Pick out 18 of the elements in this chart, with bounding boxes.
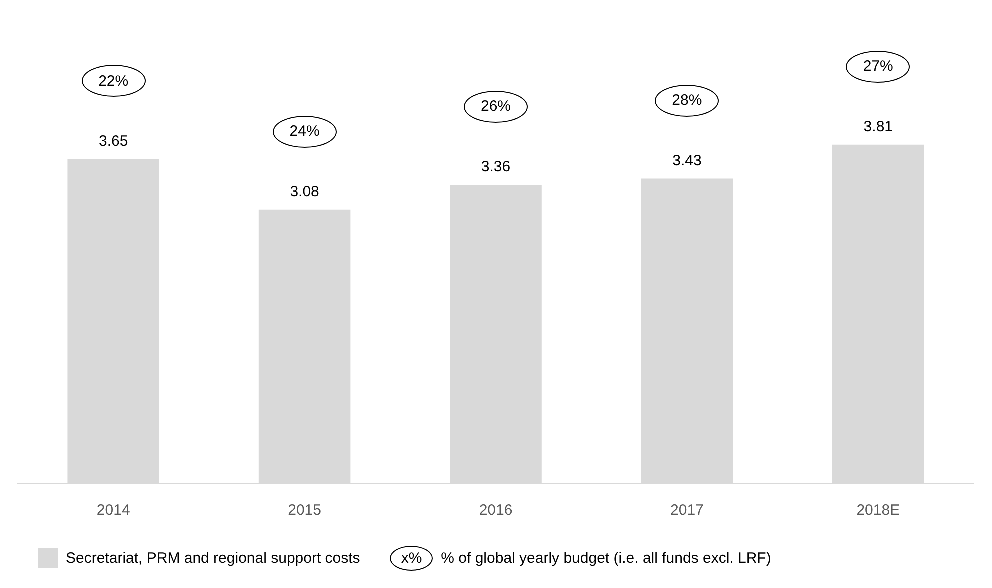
x-tick-label: 2018E xyxy=(856,502,900,520)
text: x% xyxy=(390,546,434,570)
data-label: 3.65 xyxy=(99,132,128,150)
x-tick-label: 2017 xyxy=(670,502,704,520)
text: % of global yearly budget (i.e. all funds excl. LRF) xyxy=(441,550,772,566)
text: 22% xyxy=(98,72,129,90)
x-tick-label: 2014 xyxy=(96,502,130,520)
legend-label: Secretariat, PRM and regional support costs xyxy=(66,550,360,566)
text: 26% xyxy=(480,98,512,116)
x-tick-label: 2015 xyxy=(288,502,322,520)
text: 24% xyxy=(290,123,320,140)
data-label: 3.43 xyxy=(672,152,702,170)
text: 27% xyxy=(863,58,894,76)
x-tick-label: 2016 xyxy=(479,502,513,520)
data-label: 3.08 xyxy=(290,184,320,201)
text: 28% xyxy=(672,92,702,110)
data-label: 3.36 xyxy=(481,158,511,176)
data-label: 3.81 xyxy=(864,118,893,136)
